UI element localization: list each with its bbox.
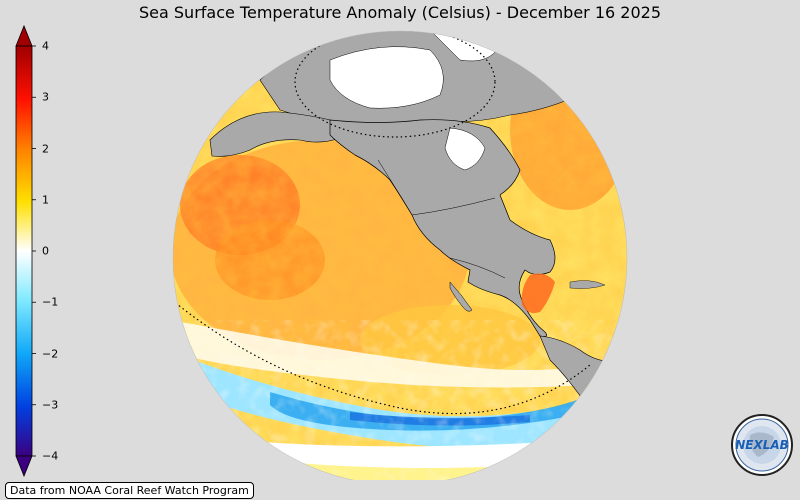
globe-map	[150, 20, 650, 486]
colorbar-graphic	[15, 24, 36, 478]
colorbar-tick-label: −1	[42, 295, 59, 309]
colorbar-tick-label: 0	[42, 244, 49, 258]
alaska	[209, 111, 341, 157]
colorbar-tick-label: −4	[42, 449, 59, 463]
data-credit: Data from NOAA Coral Reef Watch Program	[5, 482, 254, 499]
colorbar-tick-label: −3	[42, 398, 59, 412]
arctic-circle	[294, 31, 496, 138]
hudson-bay	[444, 127, 486, 171]
nexlab-logo-icon: NEXLAB	[730, 413, 794, 477]
colorbar: 4 3 2 1 0 −1 −2 −3 −4	[10, 20, 70, 480]
colorbar-max-arrow	[15, 24, 33, 47]
colorbar-tick-label: 1	[42, 193, 49, 207]
colorbar-tick-label: 2	[42, 142, 49, 155]
colorbar-tick-label: −2	[42, 347, 59, 360]
colorbar-tick-label: 3	[42, 90, 49, 104]
logo-text: NEXLAB	[735, 438, 789, 452]
greenland	[579, 59, 627, 126]
colorbar-ramp	[15, 45, 33, 457]
baja-california	[449, 281, 473, 312]
map-title: Sea Surface Temperature Anomaly (Celsius…	[139, 3, 661, 22]
gulf-of-mexico	[521, 273, 555, 314]
arctic-sea-ice	[329, 46, 444, 109]
colorbar-min-arrow	[15, 455, 33, 478]
orthographic-globe	[172, 30, 628, 486]
colorbar-tick-label: 4	[42, 39, 49, 53]
